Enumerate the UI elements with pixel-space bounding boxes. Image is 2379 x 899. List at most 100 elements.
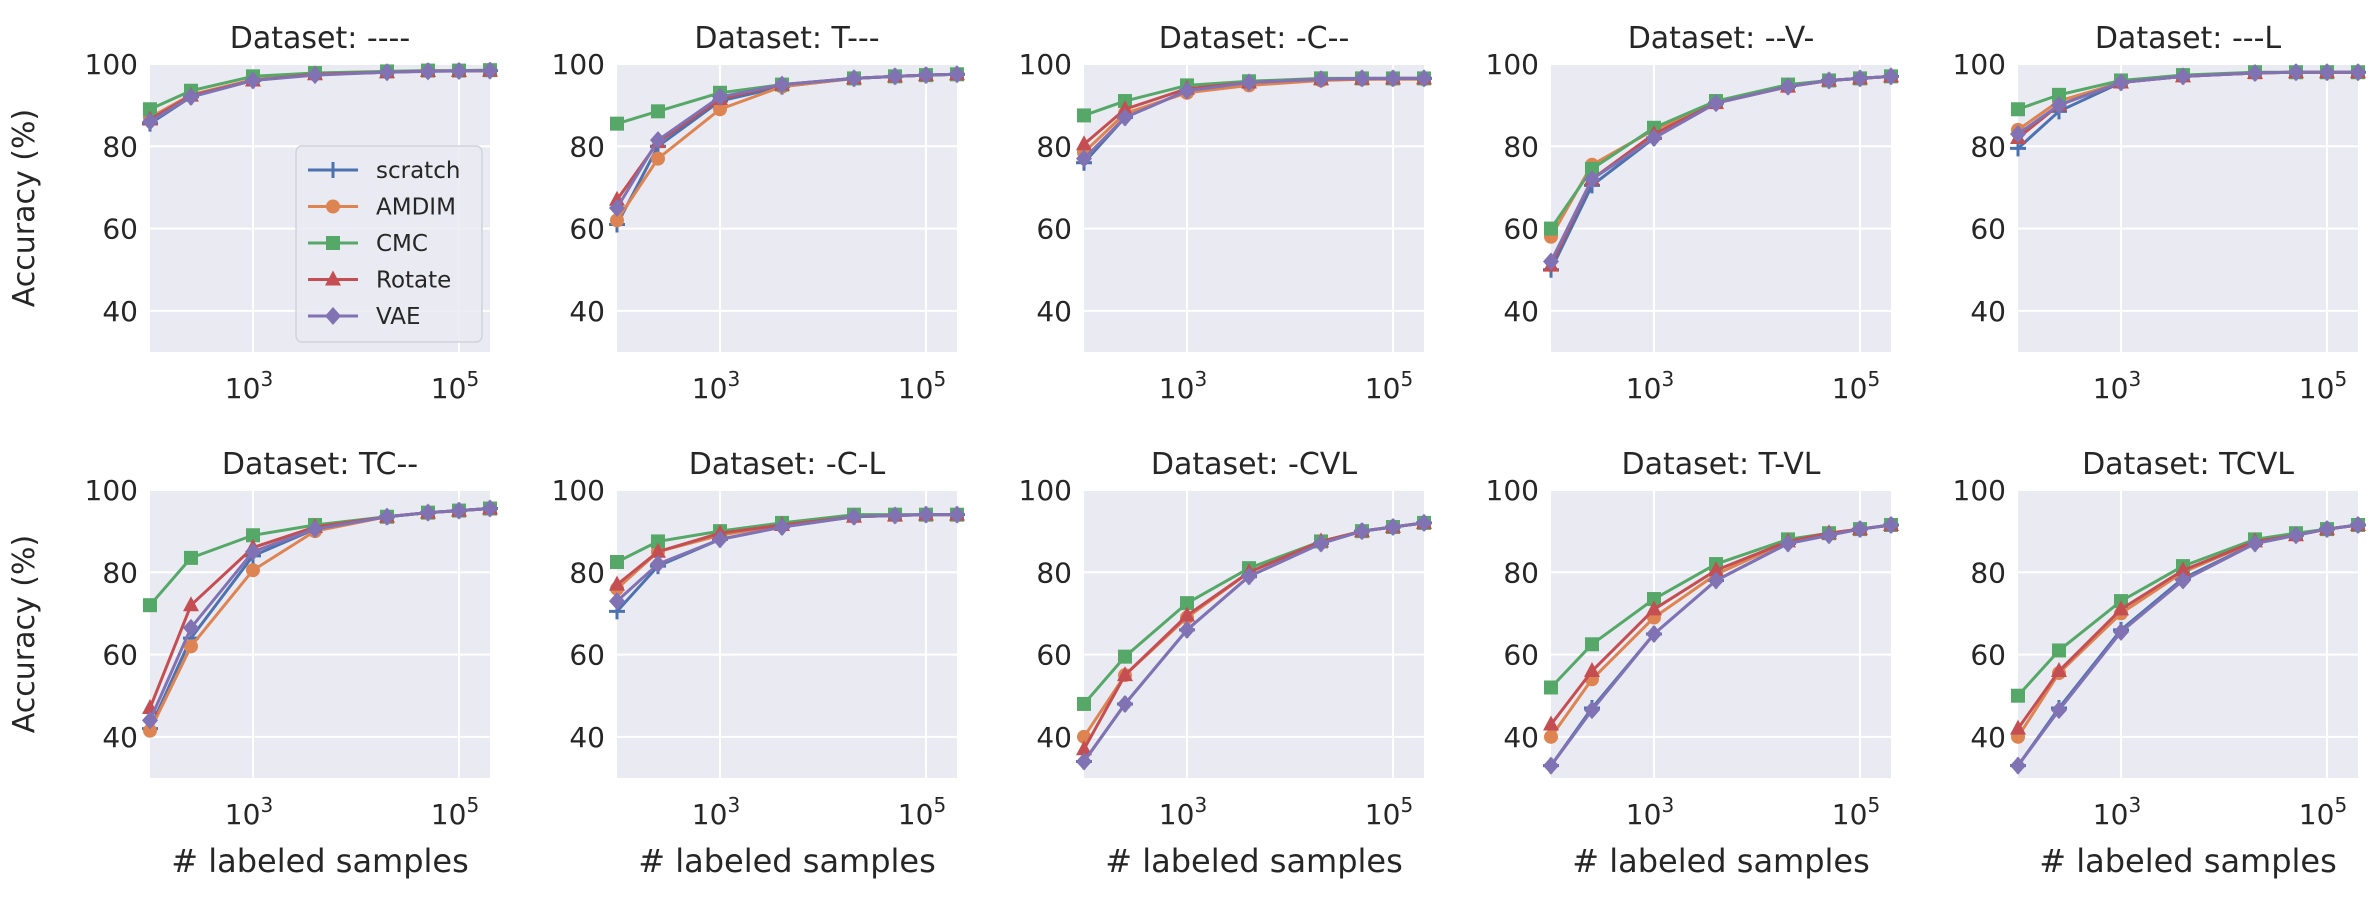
data-point	[1178, 606, 1195, 622]
subplot-title: Dataset: -C--	[1159, 21, 1350, 56]
data-point	[1820, 71, 1837, 90]
data-point	[482, 61, 498, 80]
data-point	[1076, 135, 1092, 151]
y-tick-label: 60	[102, 213, 138, 246]
y-tick-label: 100	[85, 474, 138, 507]
data-point	[1583, 662, 1600, 678]
data-point	[2112, 622, 2129, 641]
data-point	[610, 555, 624, 569]
subplot-title: Dataset: ---L	[2095, 21, 2282, 56]
data-point	[1353, 522, 1370, 541]
x-tick-label: 103	[1159, 367, 1207, 405]
data-point	[142, 112, 158, 131]
data-point	[712, 102, 727, 117]
data-point	[1384, 518, 1401, 537]
data-point	[143, 723, 157, 738]
subplot: 40 60 80 100 103 105 Dataset: -CVL # labeled sa…	[1019, 447, 1432, 880]
y-tick-label: 80	[569, 556, 605, 589]
data-point	[307, 520, 324, 539]
series-vae	[609, 65, 965, 217]
legend-marker	[325, 270, 341, 286]
x-axis-label: # labeled samples	[171, 842, 469, 880]
data-point	[2050, 701, 2067, 720]
data-point	[846, 507, 863, 526]
data-point	[2287, 63, 2304, 82]
y-tick-label: 80	[1036, 556, 1072, 589]
x-tick-label: 105	[898, 793, 946, 831]
y-tick-label: 100	[1019, 48, 1072, 81]
data-point	[1543, 252, 1559, 271]
x-tick-label: 105	[431, 367, 479, 405]
series-vae	[2010, 515, 2366, 775]
data-point	[609, 199, 625, 217]
data-point	[2247, 64, 2264, 83]
series-vae	[1543, 67, 1899, 271]
x-tick-label: 105	[2299, 793, 2347, 831]
data-point	[419, 62, 436, 81]
plot-area	[617, 490, 957, 778]
data-point	[2112, 73, 2129, 92]
data-point	[649, 131, 666, 150]
data-point	[1645, 129, 1662, 148]
y-tick-label: 60	[1503, 213, 1539, 246]
data-point	[244, 71, 261, 90]
subplot-title: Dataset: T---	[694, 21, 879, 56]
y-tick-label: 60	[569, 213, 605, 246]
plot-area	[1084, 490, 1424, 778]
legend-entry-vae: VAE	[308, 304, 421, 330]
legend-label: Rotate	[376, 268, 451, 294]
legend-box	[295, 145, 483, 343]
data-point	[307, 66, 324, 85]
legend-label: scratch	[376, 158, 460, 184]
series-vae	[1076, 69, 1432, 168]
data-point	[609, 592, 625, 611]
y-tick-label: 40	[1970, 295, 2006, 328]
x-tick-label: 103	[2093, 367, 2141, 405]
y-tick-label: 40	[1503, 721, 1539, 754]
y-tick-label: 60	[1970, 213, 2006, 246]
data-point	[2175, 571, 2192, 590]
y-tick-label: 100	[552, 474, 605, 507]
x-tick-label: 105	[898, 367, 946, 405]
y-tick-label: 60	[102, 639, 138, 672]
y-tick-label: 80	[1503, 556, 1539, 589]
data-point	[2011, 102, 2025, 117]
y-tick-label: 80	[1036, 130, 1072, 163]
legend-marker	[325, 307, 341, 325]
y-tick-label: 80	[1970, 130, 2006, 163]
y-tick-label: 100	[1019, 474, 1072, 507]
data-point	[1820, 526, 1837, 545]
y-tick-label: 100	[552, 48, 605, 81]
data-point	[1076, 149, 1092, 168]
data-point	[182, 618, 199, 637]
x-tick-label: 105	[1832, 367, 1880, 405]
data-point	[1780, 77, 1797, 96]
subplot-title: Dataset: T-VL	[1622, 447, 1821, 482]
x-tick-label: 105	[431, 793, 479, 831]
data-point	[1645, 600, 1662, 616]
y-tick-label: 100	[1486, 48, 1539, 81]
data-point	[1116, 666, 1133, 682]
data-point	[182, 87, 199, 106]
legend-marker	[325, 162, 341, 178]
legend-entry-scratch: scratch	[308, 158, 460, 184]
y-tick-label: 80	[1503, 130, 1539, 163]
data-point	[2050, 96, 2067, 115]
series-vae	[1543, 515, 1899, 775]
data-point	[1584, 637, 1599, 652]
y-tick-label: 100	[1953, 474, 2006, 507]
x-tick-label: 103	[225, 367, 273, 405]
y-tick-label: 40	[1036, 721, 1072, 754]
x-axis-label: # labeled samples	[1572, 842, 1870, 880]
data-point	[711, 530, 728, 549]
data-point	[650, 534, 665, 549]
data-point	[886, 67, 903, 86]
data-point	[1179, 596, 1194, 611]
plot-area	[1551, 64, 1891, 352]
data-point	[917, 505, 934, 524]
data-point	[1077, 108, 1091, 123]
data-point	[2051, 87, 2066, 102]
legend-marker	[326, 199, 340, 214]
data-point	[650, 151, 665, 166]
legend-label: VAE	[376, 304, 421, 330]
